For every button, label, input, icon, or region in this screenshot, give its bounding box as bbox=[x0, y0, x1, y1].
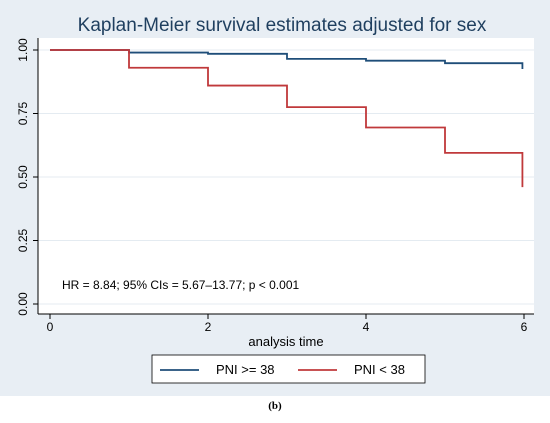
y-tick-label-3: 0.75 bbox=[16, 101, 30, 125]
legend-label-pni-low: PNI < 38 bbox=[354, 362, 405, 377]
legend: PNI >= 38 PNI < 38 bbox=[151, 354, 426, 384]
x-tick-label-0: 0 bbox=[47, 320, 54, 334]
legend-box bbox=[151, 354, 426, 384]
y-tick-label-1: 0.25 bbox=[16, 228, 30, 252]
x-axis-label: analysis time bbox=[248, 334, 323, 349]
plot-area bbox=[38, 38, 534, 314]
axes: 0.00 0.25 0.50 0.75 1.00 0 2 4 6 bbox=[16, 38, 534, 334]
x-tick-label-2: 4 bbox=[363, 320, 370, 334]
chart-title: Kaplan-Meier survival estimates adjusted… bbox=[78, 15, 487, 36]
y-tick-label-0: 0.00 bbox=[16, 292, 30, 316]
x-tick-label-3: 6 bbox=[521, 320, 528, 334]
series-layer bbox=[50, 49, 524, 188]
x-tick-label-1: 2 bbox=[205, 320, 212, 334]
legend-label-pni-high: PNI >= 38 bbox=[216, 362, 275, 377]
y-tick-label-2: 0.50 bbox=[16, 165, 30, 189]
hr-annotation: HR = 8.84; 95% CIs = 5.67–13.77; p < 0.0… bbox=[62, 278, 299, 292]
series-line-1 bbox=[50, 49, 524, 188]
y-tick-label-4: 1.00 bbox=[16, 38, 30, 62]
panel-label: (b) bbox=[268, 400, 282, 412]
grid-lines bbox=[38, 49, 534, 305]
